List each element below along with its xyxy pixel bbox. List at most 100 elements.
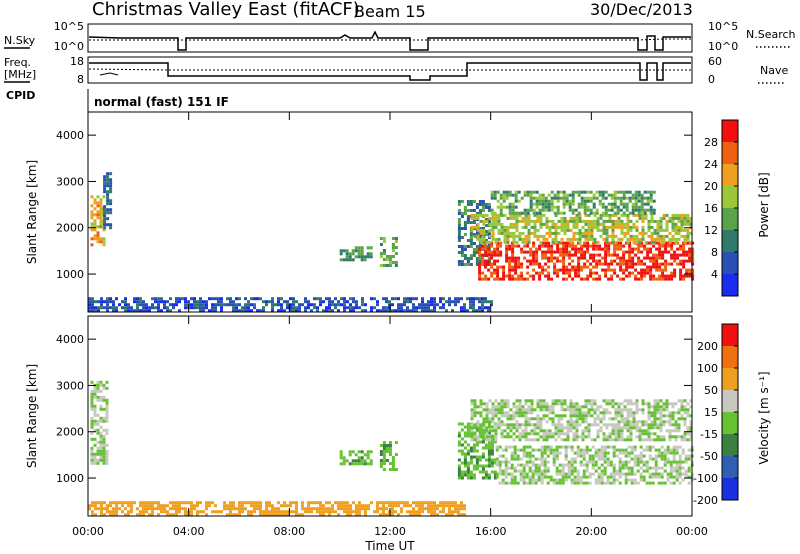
power-colorbar-swatch: [722, 208, 738, 230]
velocity-cell: [406, 504, 409, 508]
power-cell: [90, 225, 94, 229]
power-cell: [569, 219, 573, 223]
velocity-cell: [582, 469, 586, 473]
velocity-colorbar-swatch: [722, 434, 738, 456]
velocity-cell: [546, 460, 550, 464]
velocity-cell: [106, 510, 109, 514]
power-cell: [637, 256, 641, 260]
velocity-cell: [487, 440, 491, 444]
power-cell: [487, 206, 491, 209]
power-cell: [637, 247, 641, 251]
power-cell: [535, 196, 539, 200]
power-cell: [656, 234, 660, 238]
velocity-cell: [229, 510, 232, 514]
power-cell: [271, 300, 274, 304]
power-cell: [508, 274, 512, 278]
velocity-cell: [545, 435, 549, 439]
power-cell: [502, 199, 506, 203]
power-cell: [596, 228, 600, 232]
velocity-cell: [524, 429, 528, 433]
velocity-cell: [510, 466, 514, 470]
power-cell: [625, 265, 629, 269]
power-cell: [626, 228, 630, 232]
velocity-cell: [96, 422, 100, 426]
velocity-cell: [271, 507, 274, 511]
power-cell: [551, 231, 555, 235]
power-cell: [481, 203, 485, 206]
velocity-cell: [614, 438, 618, 442]
velocity-cell: [651, 445, 655, 449]
power-cell: [394, 240, 398, 243]
velocity-cell: [307, 510, 310, 514]
power-cell: [460, 245, 464, 248]
power-cell: [457, 263, 461, 266]
power-cell: [526, 190, 530, 194]
velocity-cell: [339, 450, 343, 454]
power-cell: [683, 228, 687, 232]
power-cell: [587, 225, 591, 229]
power-cell: [586, 208, 590, 212]
velocity-cell: [669, 472, 673, 476]
time-axis-ticks: 00:00 04:00 08:00 12:00 16:00 20:00 00:00: [72, 112, 708, 538]
power-cell: [544, 196, 548, 200]
velocity-cell: [593, 420, 597, 424]
power-cell: [145, 309, 148, 313]
power-cell: [244, 309, 247, 313]
velocity-cell: [99, 455, 103, 459]
power-cell: [508, 244, 512, 248]
power-cell: [366, 255, 370, 259]
velocity-cell: [542, 408, 546, 412]
power-cell: [102, 195, 106, 199]
power-cell: [581, 225, 585, 229]
velocity-cell: [506, 426, 510, 430]
power-cell: [484, 239, 488, 242]
power-cell: [433, 300, 436, 304]
power-cell: [433, 297, 436, 301]
velocity-ytick-label: 3000: [56, 379, 84, 392]
power-cell: [563, 228, 567, 232]
power-cell: [592, 259, 596, 263]
velocity-cell: [503, 399, 507, 403]
power-cell: [524, 237, 528, 241]
velocity-cell: [93, 389, 97, 393]
velocity-cell: [268, 513, 271, 517]
velocity-cell: [680, 435, 684, 439]
power-cell: [634, 205, 638, 209]
power-cell: [575, 231, 579, 235]
velocity-cell: [654, 463, 658, 467]
power-cell: [574, 253, 578, 257]
power-cell: [529, 193, 533, 197]
power-cell: [607, 277, 611, 281]
power-cell: [691, 268, 695, 272]
velocity-cell: [346, 504, 349, 508]
power-cell: [620, 222, 624, 226]
velocity-cell: [629, 435, 633, 439]
velocity-cell: [665, 420, 669, 424]
velocity-cell: [298, 513, 301, 517]
velocity-cell: [641, 411, 645, 415]
power-cell: [349, 297, 352, 301]
velocity-colorbar-swatch: [722, 346, 738, 368]
velocity-cell: [457, 467, 461, 471]
velocity-cell: [334, 510, 337, 514]
velocity-cell: [558, 463, 562, 467]
velocity-cell: [457, 507, 460, 511]
power-cell: [442, 297, 445, 301]
power-cell: [481, 300, 484, 304]
velocity-cell: [466, 422, 470, 426]
velocity-cell: [112, 510, 115, 514]
velocity-cell: [512, 423, 516, 427]
velocity-cell: [391, 504, 394, 508]
power-cell: [601, 196, 605, 200]
velocity-cell: [485, 408, 489, 412]
power-cell: [494, 213, 498, 217]
power-cell: [538, 265, 542, 269]
velocity-cell: [494, 435, 498, 439]
power-cell: [532, 256, 536, 260]
velocity-cell: [247, 501, 250, 505]
power-cell: [136, 300, 139, 304]
velocity-cell: [328, 513, 331, 517]
velocity-cell: [653, 399, 657, 403]
velocity-cell: [629, 432, 633, 436]
velocity-cell: [463, 434, 467, 438]
